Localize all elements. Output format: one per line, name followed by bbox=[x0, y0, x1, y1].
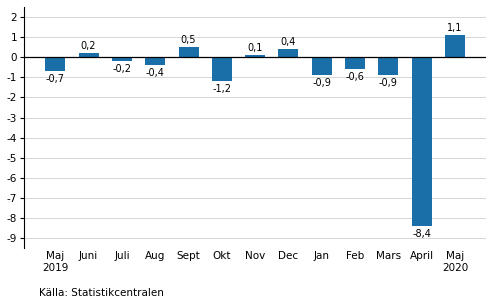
Bar bbox=[112, 57, 132, 61]
Bar bbox=[78, 53, 99, 57]
Bar bbox=[178, 47, 199, 57]
Bar bbox=[312, 57, 332, 75]
Text: -0,9: -0,9 bbox=[313, 78, 331, 88]
Text: -0,7: -0,7 bbox=[46, 74, 65, 84]
Bar bbox=[145, 57, 165, 65]
Text: 0,5: 0,5 bbox=[181, 35, 196, 45]
Text: -0,6: -0,6 bbox=[346, 72, 364, 82]
Text: 1,1: 1,1 bbox=[447, 23, 463, 33]
Bar bbox=[345, 57, 365, 69]
Text: -1,2: -1,2 bbox=[212, 84, 231, 94]
Text: -0,4: -0,4 bbox=[146, 68, 165, 78]
Bar bbox=[412, 57, 432, 226]
Text: Källa: Statistikcentralen: Källa: Statistikcentralen bbox=[39, 288, 164, 298]
Bar bbox=[45, 57, 65, 71]
Text: -8,4: -8,4 bbox=[412, 229, 431, 239]
Text: 0,1: 0,1 bbox=[247, 43, 263, 53]
Bar bbox=[279, 49, 298, 57]
Text: -0,2: -0,2 bbox=[112, 64, 132, 74]
Bar bbox=[245, 55, 265, 57]
Text: 0,2: 0,2 bbox=[81, 41, 96, 51]
Text: -0,9: -0,9 bbox=[379, 78, 398, 88]
Bar bbox=[379, 57, 398, 75]
Bar bbox=[212, 57, 232, 81]
Text: 0,4: 0,4 bbox=[281, 37, 296, 47]
Bar bbox=[445, 35, 465, 57]
